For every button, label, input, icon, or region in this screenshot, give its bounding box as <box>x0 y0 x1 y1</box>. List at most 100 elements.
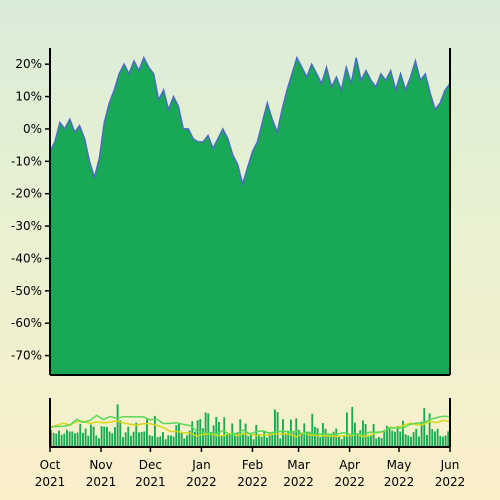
volume-bar <box>223 417 226 447</box>
x-tick-year: 2022 <box>435 475 466 489</box>
volume-bar <box>410 436 412 447</box>
volume-bar <box>204 412 207 447</box>
volume-bar <box>274 409 276 447</box>
volume-bar <box>138 432 140 447</box>
volume-bar <box>268 432 271 447</box>
volume-bar <box>135 422 138 447</box>
volume-avg-line-2 <box>49 414 451 436</box>
volume-bar <box>55 433 58 447</box>
x-tick-month: Mar <box>287 458 310 472</box>
y-tick-label: 0% <box>23 122 42 136</box>
volume-bar <box>207 413 210 447</box>
volume-bar <box>130 435 132 447</box>
volume-bar <box>434 431 436 447</box>
volume-bar <box>306 431 308 447</box>
volume-bar <box>300 432 303 447</box>
volume-bar <box>79 423 82 447</box>
volume-bar <box>276 412 279 447</box>
volume-bar <box>122 437 124 447</box>
x-axis: Oct 2021 Nov 2021 Dec 2021 Jan 2022 Feb 2022 Mar 20… <box>35 447 466 489</box>
volume-bar <box>399 431 402 447</box>
x-tick-year: 2021 <box>35 475 66 489</box>
volume-bar <box>292 432 295 447</box>
volume-bar <box>58 430 60 447</box>
volume-bar <box>148 435 151 447</box>
x-tick-year: 2022 <box>334 475 365 489</box>
y-tick-label: -50% <box>11 284 42 298</box>
y-tick-label: -10% <box>11 154 42 168</box>
x-tick-month: Jun <box>440 458 460 472</box>
volume-bar <box>92 426 95 447</box>
volume-bar <box>156 437 159 447</box>
volume-bar <box>407 435 410 447</box>
volume-bar <box>346 412 348 447</box>
volume-bar <box>271 431 274 447</box>
volume-bar <box>220 436 223 447</box>
volume-bar <box>279 438 282 447</box>
volume-bar <box>242 432 244 447</box>
volume-bar <box>266 437 268 447</box>
volume-bar <box>250 433 252 447</box>
volume-bar <box>340 439 343 447</box>
volume-bar <box>372 424 375 447</box>
volume-bar <box>87 435 90 447</box>
volume-bar <box>162 432 164 447</box>
volume-bar <box>335 428 338 447</box>
volume-bar <box>239 419 242 447</box>
volume-bar <box>127 426 130 447</box>
x-tick-year: 2021 <box>135 475 166 489</box>
volume-bar <box>343 436 346 447</box>
volume-bar <box>111 433 114 447</box>
x-tick-year: 2021 <box>86 475 117 489</box>
y-tick-label: -60% <box>11 316 42 330</box>
volume-bar <box>330 433 332 447</box>
y-tick-label: -20% <box>11 187 42 201</box>
volume-bar <box>74 433 76 447</box>
volume-bar <box>151 436 154 447</box>
volume-bar <box>303 423 306 447</box>
volume-bar <box>159 436 162 447</box>
volume-bar <box>319 437 322 447</box>
volume-bar <box>210 432 212 447</box>
volume-bar <box>311 413 314 447</box>
volume-bar <box>420 421 423 447</box>
volume-bar <box>338 436 340 447</box>
volume-bar <box>356 433 359 447</box>
volume-bar <box>428 413 431 447</box>
volume-bar <box>183 438 186 447</box>
x-tick-year: 2022 <box>384 475 415 489</box>
volume-bar <box>196 420 199 447</box>
volume-bar <box>295 418 298 447</box>
volume-bar <box>82 432 84 447</box>
volume-panel <box>49 398 451 448</box>
volume-bar <box>324 428 327 447</box>
volume-bar <box>380 438 383 447</box>
volume-bar <box>247 436 250 447</box>
volume-bar <box>263 430 266 447</box>
x-tick-month: Apr <box>339 458 360 472</box>
volume-bar <box>386 425 388 447</box>
volume-bar <box>228 434 231 447</box>
volume-bar <box>348 434 351 447</box>
volume-bar <box>439 435 442 447</box>
volume-bar <box>436 428 439 447</box>
volume-bar <box>119 420 122 447</box>
volume-bar <box>308 431 311 447</box>
volume-bar <box>447 431 450 447</box>
y-tick-label: -70% <box>11 349 42 363</box>
volume-bar <box>396 426 399 447</box>
x-tick-year: 2022 <box>283 475 314 489</box>
x-tick-year: 2022 <box>237 475 268 489</box>
volume-bar <box>290 419 292 447</box>
volume-bar <box>170 435 172 447</box>
volume-bar <box>244 423 247 447</box>
volume-bar <box>332 431 335 447</box>
volume-bar <box>402 420 404 447</box>
y-tick-label: 10% <box>15 90 42 104</box>
volume-bar <box>215 417 218 447</box>
volume-bar <box>415 428 418 447</box>
x-tick-month: Dec <box>139 458 162 472</box>
y-axis: 20% 10% 0% -10% -20% -30% -40% -50% -60% -70% <box>11 48 451 376</box>
volume-bar <box>388 426 391 447</box>
